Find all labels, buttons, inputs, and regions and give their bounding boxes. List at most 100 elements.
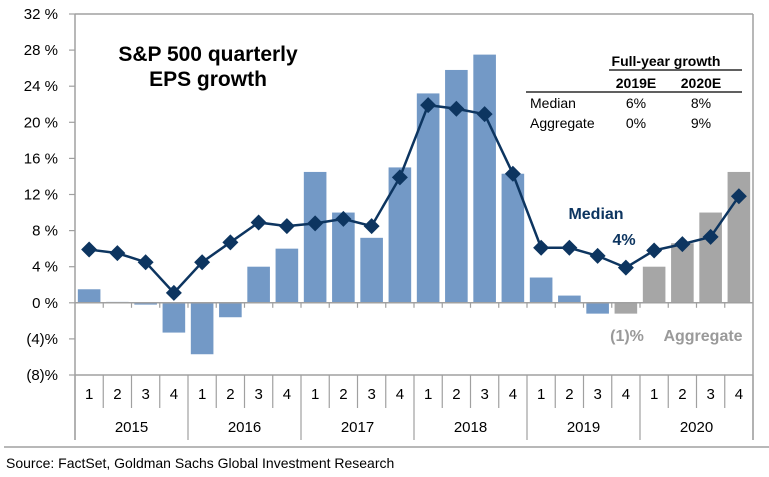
median-marker-2017-q1 (307, 215, 324, 232)
x-quarter-label: 1 (198, 386, 206, 403)
median-marker-2019-q1 (533, 239, 550, 256)
median-marker-2018-q4 (504, 165, 521, 182)
x-year-label: 2019 (567, 419, 600, 436)
annotation-median-4pct: 4% (612, 232, 635, 249)
inset-table-col-2019e: 2019E (616, 75, 656, 91)
bar-aggregate-2015-q3 (134, 302, 157, 305)
bar-aggregate-2020-q2 (671, 243, 694, 303)
inset-table-row-median-2019e: 6% (626, 95, 646, 111)
bars-group (77, 54, 751, 355)
median-marker-2019-q3 (589, 247, 606, 264)
median-marker-2020-q1 (646, 242, 663, 259)
y-tick-label: 28 % (24, 42, 58, 59)
median-marker-2016-q2 (222, 234, 239, 251)
inset-table-title: Full-year growth (612, 53, 721, 69)
annotation-aggregate-label: Aggregate (663, 328, 742, 345)
median-line (88, 103, 740, 295)
median-marker-2020-q2 (674, 236, 691, 253)
eps-growth-chart: 32 % 28 % 24 % 20 % 16 % 12 % 8 % 4 % 0 % (4)% (8)… (4, 6, 769, 448)
median-marker-2019-q2 (561, 239, 578, 256)
axes-group: 32 % 28 % 24 % 20 % 16 % 12 % 8 % 4 % 0 % (4)% (8)… (4, 6, 769, 448)
median-marker-2019-q4 (617, 259, 634, 276)
y-tick-label: 4 % (32, 259, 58, 276)
x-quarter-label: 4 (622, 386, 630, 403)
y-tick-label: 32 % (24, 6, 58, 23)
median-marker-2015-q4 (165, 284, 182, 301)
bar-aggregate-2015-q1 (77, 289, 101, 303)
y-tick-label: 20 % (24, 114, 58, 131)
median-marker-2017-q3 (363, 218, 380, 235)
bar-aggregate-2020-q1 (642, 266, 666, 303)
inset-table-row-median-2020e: 8% (691, 95, 711, 111)
median-marker-2020-q4 (730, 188, 747, 205)
x-quarter-label: 3 (480, 386, 488, 403)
bar-aggregate-2016-q1 (190, 302, 214, 355)
bar-aggregate-2017-q1 (303, 171, 327, 303)
median-marker-2015-q2 (109, 245, 126, 262)
median-marker-2016-q4 (278, 218, 295, 235)
inset-table-row-aggregate-label: Aggregate (530, 115, 595, 131)
bar-aggregate-2018-q3 (473, 54, 496, 303)
x-quarter-label: 1 (650, 386, 658, 403)
x-quarter-label: 2 (452, 386, 460, 403)
bar-aggregate-2017-q2 (332, 212, 355, 303)
x-year-label: 2020 (680, 419, 713, 436)
x-quarter-label: 2 (339, 386, 347, 403)
x-year-label: 2018 (454, 419, 487, 436)
bar-aggregate-2018-q1 (416, 93, 440, 303)
y-tick-label: (4)% (26, 331, 58, 348)
chart-title-line-1: S&P 500 quarterly (118, 43, 298, 66)
x-quarter-label: 2 (565, 386, 573, 403)
x-year-label: 2016 (228, 419, 261, 436)
y-tick-label: (8)% (26, 367, 58, 384)
x-quarter-label: 3 (593, 386, 601, 403)
bar-aggregate-2016-q4 (275, 248, 299, 303)
inset-table-row-aggregate-2019e: 0% (626, 115, 646, 131)
annotation-aggregate-neg1pct: (1)% (610, 328, 644, 345)
median-marker-2018-q3 (476, 106, 493, 123)
median-marker-2015-q3 (137, 254, 154, 271)
x-quarter-label: 3 (706, 386, 714, 403)
inset-table: Full-year growth 2019E 2020E Median 6% 8… (526, 53, 742, 131)
source-note: Source: FactSet, Goldman Sachs Global In… (6, 455, 395, 471)
median-marker-2018-q2 (448, 100, 465, 117)
median-marker-2018-q1 (420, 97, 437, 114)
x-quarter-label: 1 (311, 386, 319, 403)
x-quarter-label: 2 (113, 386, 121, 403)
x-quarter-label: 1 (537, 386, 545, 403)
y-tick-label: 0 % (32, 295, 58, 312)
x-quarter-label: 4 (283, 386, 291, 403)
bar-aggregate-2016-q3 (247, 266, 270, 303)
y-tick-label: 12 % (24, 187, 58, 204)
x-quarter-label: 4 (170, 386, 178, 403)
bar-aggregate-2019-q3 (586, 302, 609, 314)
y-tick-label: 8 % (32, 223, 58, 240)
y-tick-label: 16 % (24, 150, 58, 167)
bar-aggregate-2016-q2 (219, 302, 242, 318)
median-marker-2020-q3 (702, 228, 719, 245)
bar-aggregate-2019-q4 (614, 302, 638, 314)
median-marker-2016-q1 (194, 254, 211, 271)
inset-table-row-aggregate-2020e: 9% (691, 115, 711, 131)
inset-table-row-median-label: Median (530, 95, 576, 111)
bar-aggregate-2019-q2 (558, 295, 581, 303)
x-quarter-label: 2 (226, 386, 234, 403)
bar-aggregate-2017-q4 (388, 167, 412, 303)
x-quarter-label: 3 (141, 386, 149, 403)
bar-aggregate-2015-q4 (162, 302, 186, 333)
y-tick-label: 24 % (24, 78, 58, 95)
x-quarter-label: 1 (85, 386, 93, 403)
annotation-median-label: Median (568, 206, 623, 223)
chart-title-line-2: EPS growth (149, 68, 267, 91)
bar-aggregate-2017-q3 (360, 237, 383, 303)
median-marker-2015-q1 (81, 241, 98, 258)
x-quarter-label: 2 (678, 386, 686, 403)
bar-aggregate-2018-q4 (501, 173, 525, 303)
bar-aggregate-2019-q1 (529, 277, 553, 303)
x-year-label: 2015 (115, 419, 148, 436)
inset-table-col-2020e: 2020E (681, 75, 721, 91)
x-quarter-label: 3 (254, 386, 262, 403)
x-quarter-label: 3 (367, 386, 375, 403)
median-marker-2016-q3 (250, 214, 267, 231)
median-marker-2017-q2 (335, 210, 352, 227)
